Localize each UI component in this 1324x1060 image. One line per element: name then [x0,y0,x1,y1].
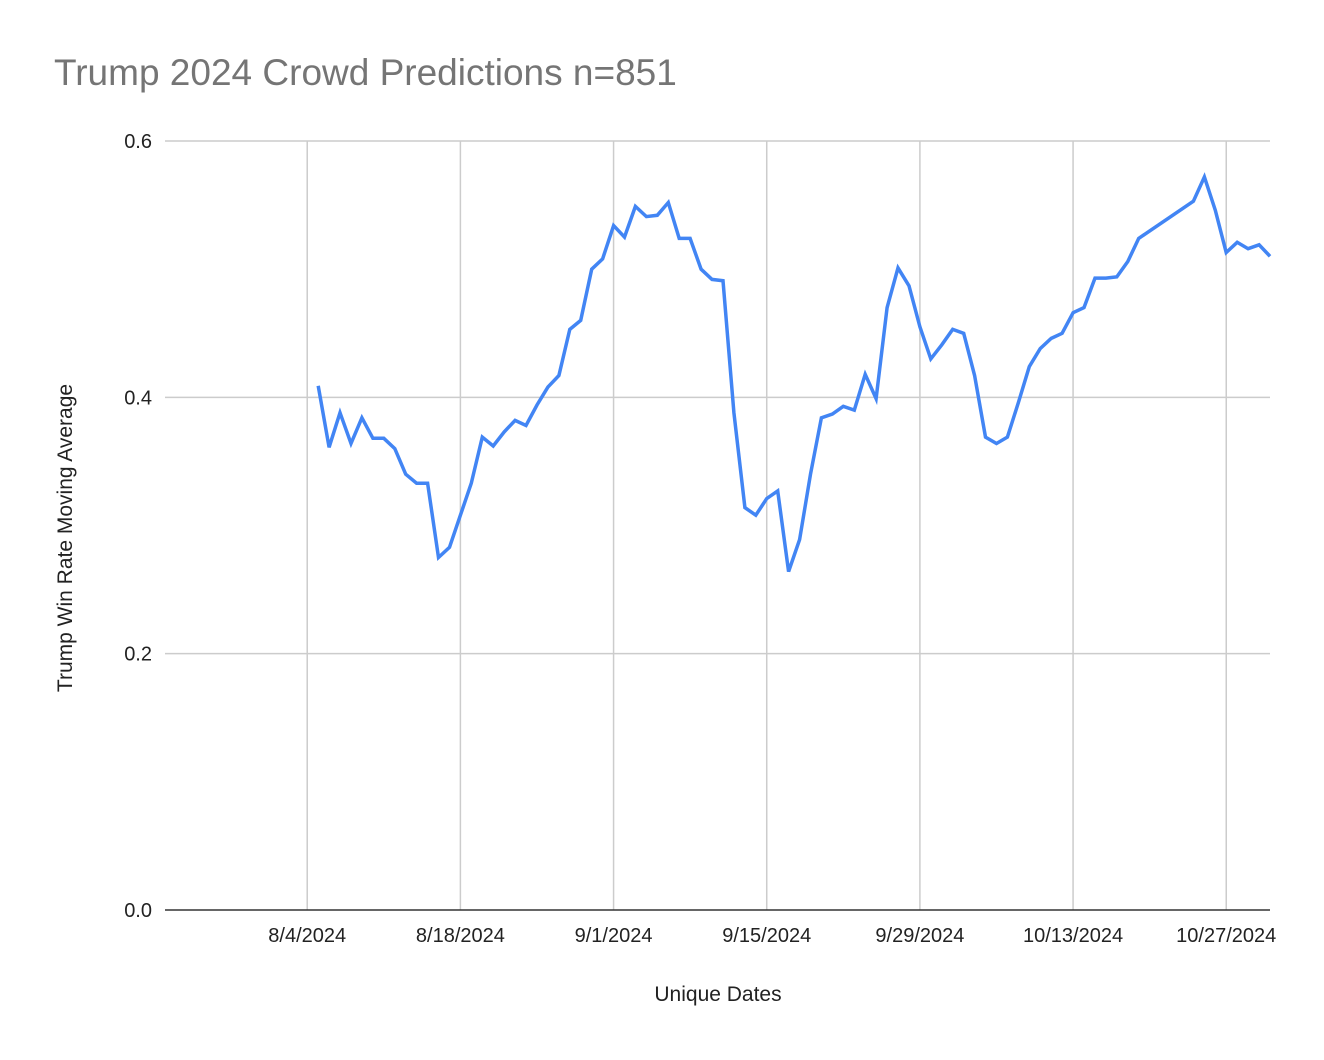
x-tick-label: 10/27/2024 [1176,925,1276,947]
y-axis-label: Trump Win Rate Moving Average [54,384,77,692]
x-axis-label: Unique Dates [654,983,781,1006]
y-tick-label: 0.2 [124,644,152,666]
chart-title: Trump 2024 Crowd Predictions n=851 [54,52,677,93]
x-tick-label: 10/13/2024 [1023,925,1123,947]
y-tick-label: 0.0 [124,900,152,922]
x-tick-label: 9/15/2024 [722,925,811,947]
series-line [316,172,1272,573]
y-tick-label: 0.4 [124,387,152,409]
x-tick-label: 9/29/2024 [875,925,964,947]
y-tick-label: 0.6 [124,131,152,153]
x-tick-label: 9/1/2024 [575,925,653,947]
x-tick-label: 8/18/2024 [416,925,505,947]
x-tick-label: 8/4/2024 [268,925,346,947]
